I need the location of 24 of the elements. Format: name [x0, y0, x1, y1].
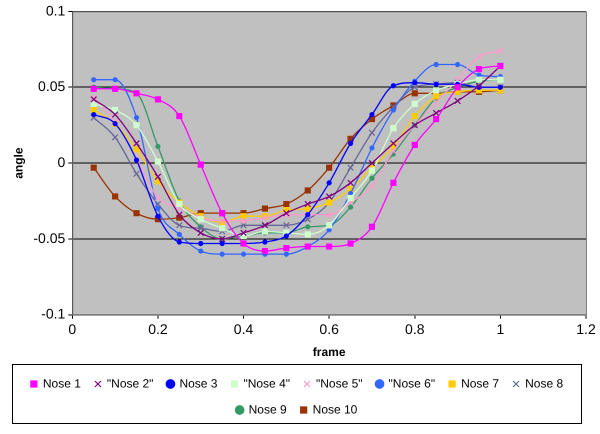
legend-label: "Nose 6"	[388, 376, 436, 390]
legend-label: Nose 9	[248, 402, 287, 416]
x-tick-label: 0.4	[234, 321, 254, 338]
x-tick-label: 0.8	[405, 321, 425, 338]
legend-label: Nose 1	[42, 376, 82, 390]
legend-label: Nose 8	[525, 376, 564, 390]
y-tick-label: 0	[58, 154, 66, 170]
x-tick-label: 0	[68, 321, 76, 338]
x-axis-title: frame	[312, 345, 346, 360]
x-tick-label: 1.2	[576, 321, 596, 338]
y-tick-label: -0.1	[41, 306, 66, 322]
x-tick-label: 1	[496, 321, 504, 338]
legend-label: "Nose 4"	[243, 376, 290, 390]
legend-label: Nose 10	[312, 402, 358, 416]
x-tick-label: 0.6	[319, 321, 340, 338]
legend-label: "Nose 2"	[106, 376, 154, 390]
legend-label: "Nose 5"	[316, 376, 363, 390]
y-tick-label: 0.05	[38, 78, 66, 94]
y-tick-label: -0.05	[33, 230, 66, 246]
y-axis-title: angle	[12, 147, 26, 179]
legend-label: Nose 3	[179, 376, 218, 390]
legend-label: Nose 7	[461, 376, 500, 390]
x-tick-label: 0.2	[148, 321, 168, 338]
y-tick-label: 0.1	[46, 2, 66, 18]
